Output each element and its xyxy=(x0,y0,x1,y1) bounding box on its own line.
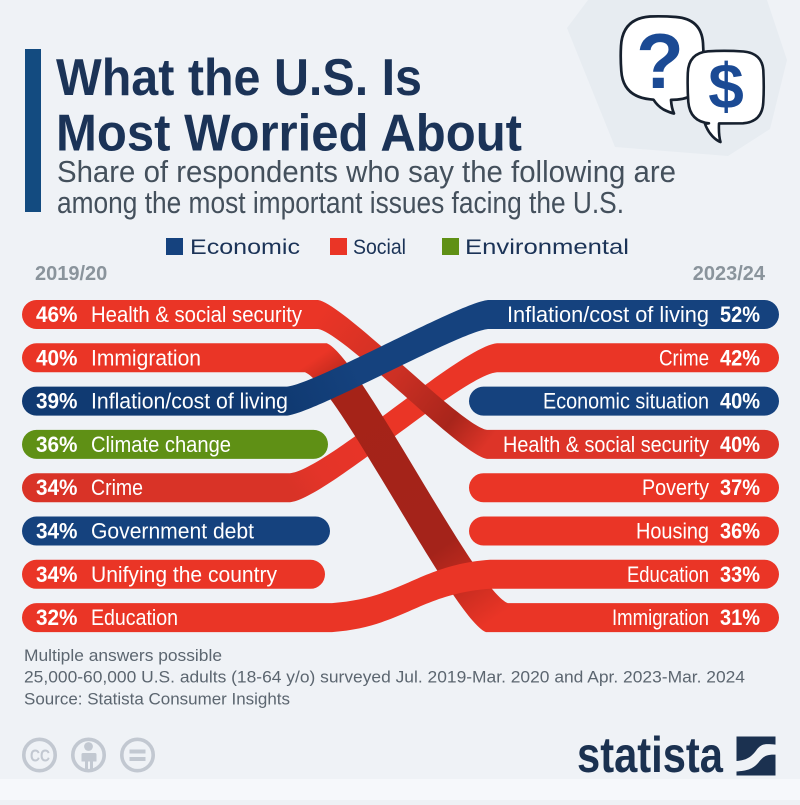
svg-text:Share of respondents who say t: Share of respondents who say the followi… xyxy=(57,154,676,189)
svg-text:Crime: Crime xyxy=(91,475,143,500)
svg-text:46%: 46% xyxy=(36,302,78,327)
svg-text:40%: 40% xyxy=(720,432,760,457)
svg-text:32%: 32% xyxy=(36,605,78,630)
svg-text:52%: 52% xyxy=(720,302,760,327)
svg-text:Health & social security: Health & social security xyxy=(503,432,709,457)
svg-text:34%: 34% xyxy=(36,475,78,500)
svg-text:?: ? xyxy=(636,17,684,105)
svg-text:What the U.S. Is: What the U.S. Is xyxy=(56,49,422,107)
svg-text:Immigration: Immigration xyxy=(612,605,709,630)
svg-text:Environmental: Environmental xyxy=(465,236,629,259)
svg-text:Immigration: Immigration xyxy=(91,345,201,370)
svg-text:Social: Social xyxy=(353,236,406,259)
svg-text:Economic: Economic xyxy=(190,236,300,259)
svg-text:36%: 36% xyxy=(36,432,78,457)
svg-text:CC: CC xyxy=(30,746,50,766)
svg-text:Housing: Housing xyxy=(636,519,709,544)
svg-text:39%: 39% xyxy=(36,389,78,414)
svg-text:37%: 37% xyxy=(720,475,760,500)
svg-text:2023/24: 2023/24 xyxy=(693,263,766,285)
svg-text:40%: 40% xyxy=(36,345,78,370)
svg-text:Poverty: Poverty xyxy=(642,475,709,500)
svg-text:Inflation/cost of living: Inflation/cost of living xyxy=(91,389,288,414)
svg-text:Unifying the country: Unifying the country xyxy=(91,562,277,587)
svg-text:Education: Education xyxy=(627,562,709,587)
svg-text:Education: Education xyxy=(91,605,178,630)
svg-text:Multiple answers possible: Multiple answers possible xyxy=(24,647,222,665)
svg-text:31%: 31% xyxy=(720,605,760,630)
svg-text:Government debt: Government debt xyxy=(91,519,254,544)
svg-text:2019/20: 2019/20 xyxy=(35,263,107,285)
svg-text:Climate change: Climate change xyxy=(91,432,231,457)
svg-text:Crime: Crime xyxy=(659,345,709,370)
svg-text:36%: 36% xyxy=(720,519,760,544)
svg-text:25,000-60,000 U.S. adults (18-: 25,000-60,000 U.S. adults (18-64 y/o) su… xyxy=(24,669,745,687)
svg-text:Health & social security: Health & social security xyxy=(91,302,302,327)
svg-text:33%: 33% xyxy=(720,562,760,587)
svg-text:Inflation/cost of living: Inflation/cost of living xyxy=(507,302,709,327)
svg-text:34%: 34% xyxy=(36,562,78,587)
svg-text:among the most important issue: among the most important issues facing t… xyxy=(57,185,624,220)
svg-text:Most Worried About: Most Worried About xyxy=(56,105,522,163)
svg-text:statista: statista xyxy=(577,727,724,783)
svg-text:40%: 40% xyxy=(720,389,760,414)
svg-text:Economic situation: Economic situation xyxy=(543,389,709,414)
svg-text:34%: 34% xyxy=(36,519,78,544)
svg-text:$: $ xyxy=(708,50,744,122)
svg-text:Source: Statista Consumer Insi: Source: Statista Consumer Insights xyxy=(24,691,290,709)
svg-text:42%: 42% xyxy=(720,345,760,370)
